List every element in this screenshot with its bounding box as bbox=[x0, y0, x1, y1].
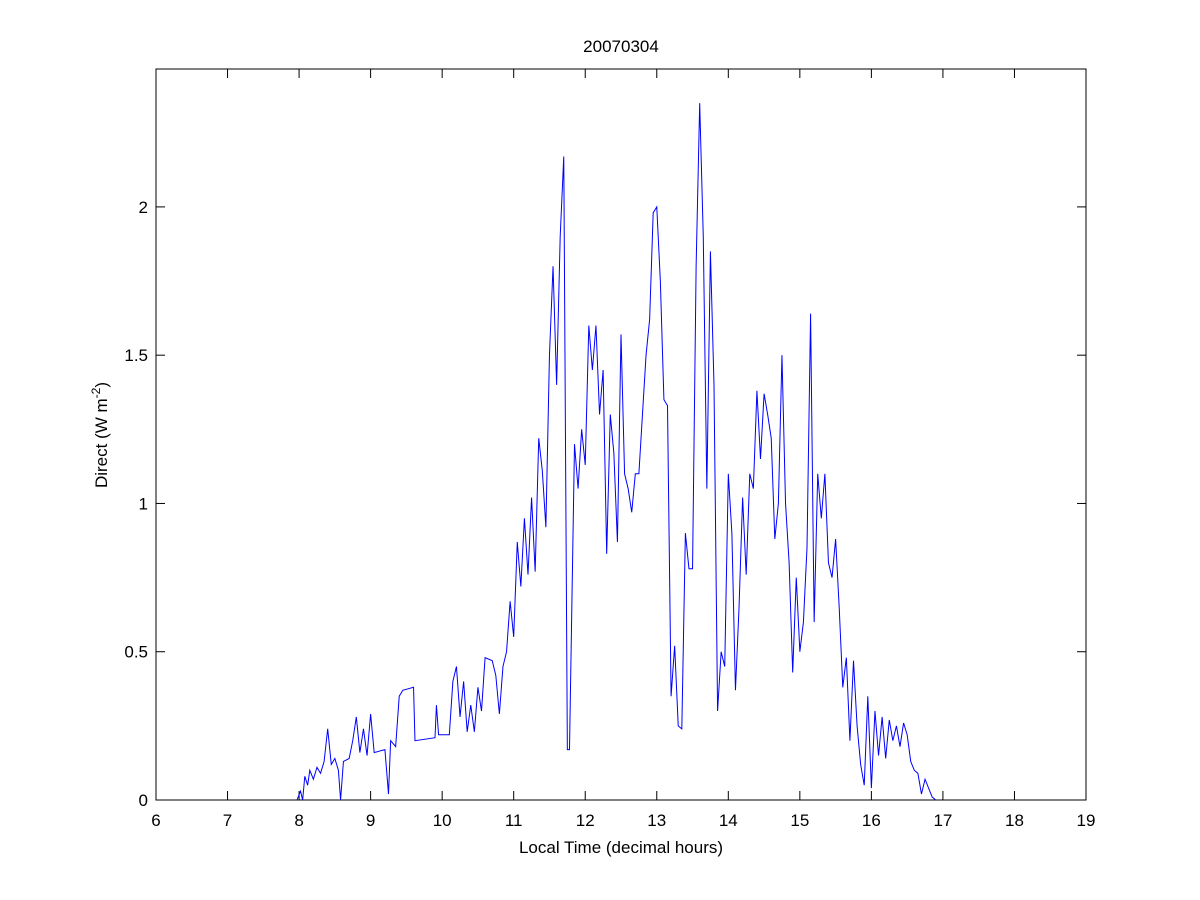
data-line bbox=[296, 103, 937, 801]
y-tick-label: 2 bbox=[139, 198, 148, 217]
x-tick-label: 11 bbox=[505, 811, 523, 830]
y-tick-label: 1.5 bbox=[124, 346, 148, 365]
y-tick-label: 0.5 bbox=[124, 643, 148, 662]
x-tick-label: 8 bbox=[294, 811, 303, 830]
y-label-sup: -2 bbox=[89, 387, 103, 398]
x-tick-label: 19 bbox=[1077, 811, 1096, 830]
x-tick-label: 6 bbox=[151, 811, 160, 830]
axes-box bbox=[155, 68, 1087, 801]
x-tick-label: 9 bbox=[366, 811, 375, 830]
chart-title: 20070304 bbox=[583, 37, 659, 56]
x-tick-label: 10 bbox=[433, 811, 452, 830]
y-label-end: ) bbox=[92, 382, 111, 388]
y-label-text: Direct (W m bbox=[92, 398, 111, 488]
x-tick-label: 18 bbox=[1005, 811, 1024, 830]
x-tick-label: 13 bbox=[647, 811, 666, 830]
y-tick-label: 1 bbox=[139, 494, 148, 513]
x-tick-label: 14 bbox=[719, 811, 738, 830]
x-tick-label: 7 bbox=[223, 811, 232, 830]
x-tick-label: 15 bbox=[790, 811, 809, 830]
x-tick-label: 16 bbox=[862, 811, 881, 830]
x-tick-label: 17 bbox=[933, 811, 952, 830]
y-tick-label: 0 bbox=[139, 791, 148, 810]
x-axis-label: Local Time (decimal hours) bbox=[519, 838, 723, 857]
x-tick-label: 12 bbox=[576, 811, 595, 830]
y-axis-label: Direct (W m-2) bbox=[89, 382, 111, 488]
